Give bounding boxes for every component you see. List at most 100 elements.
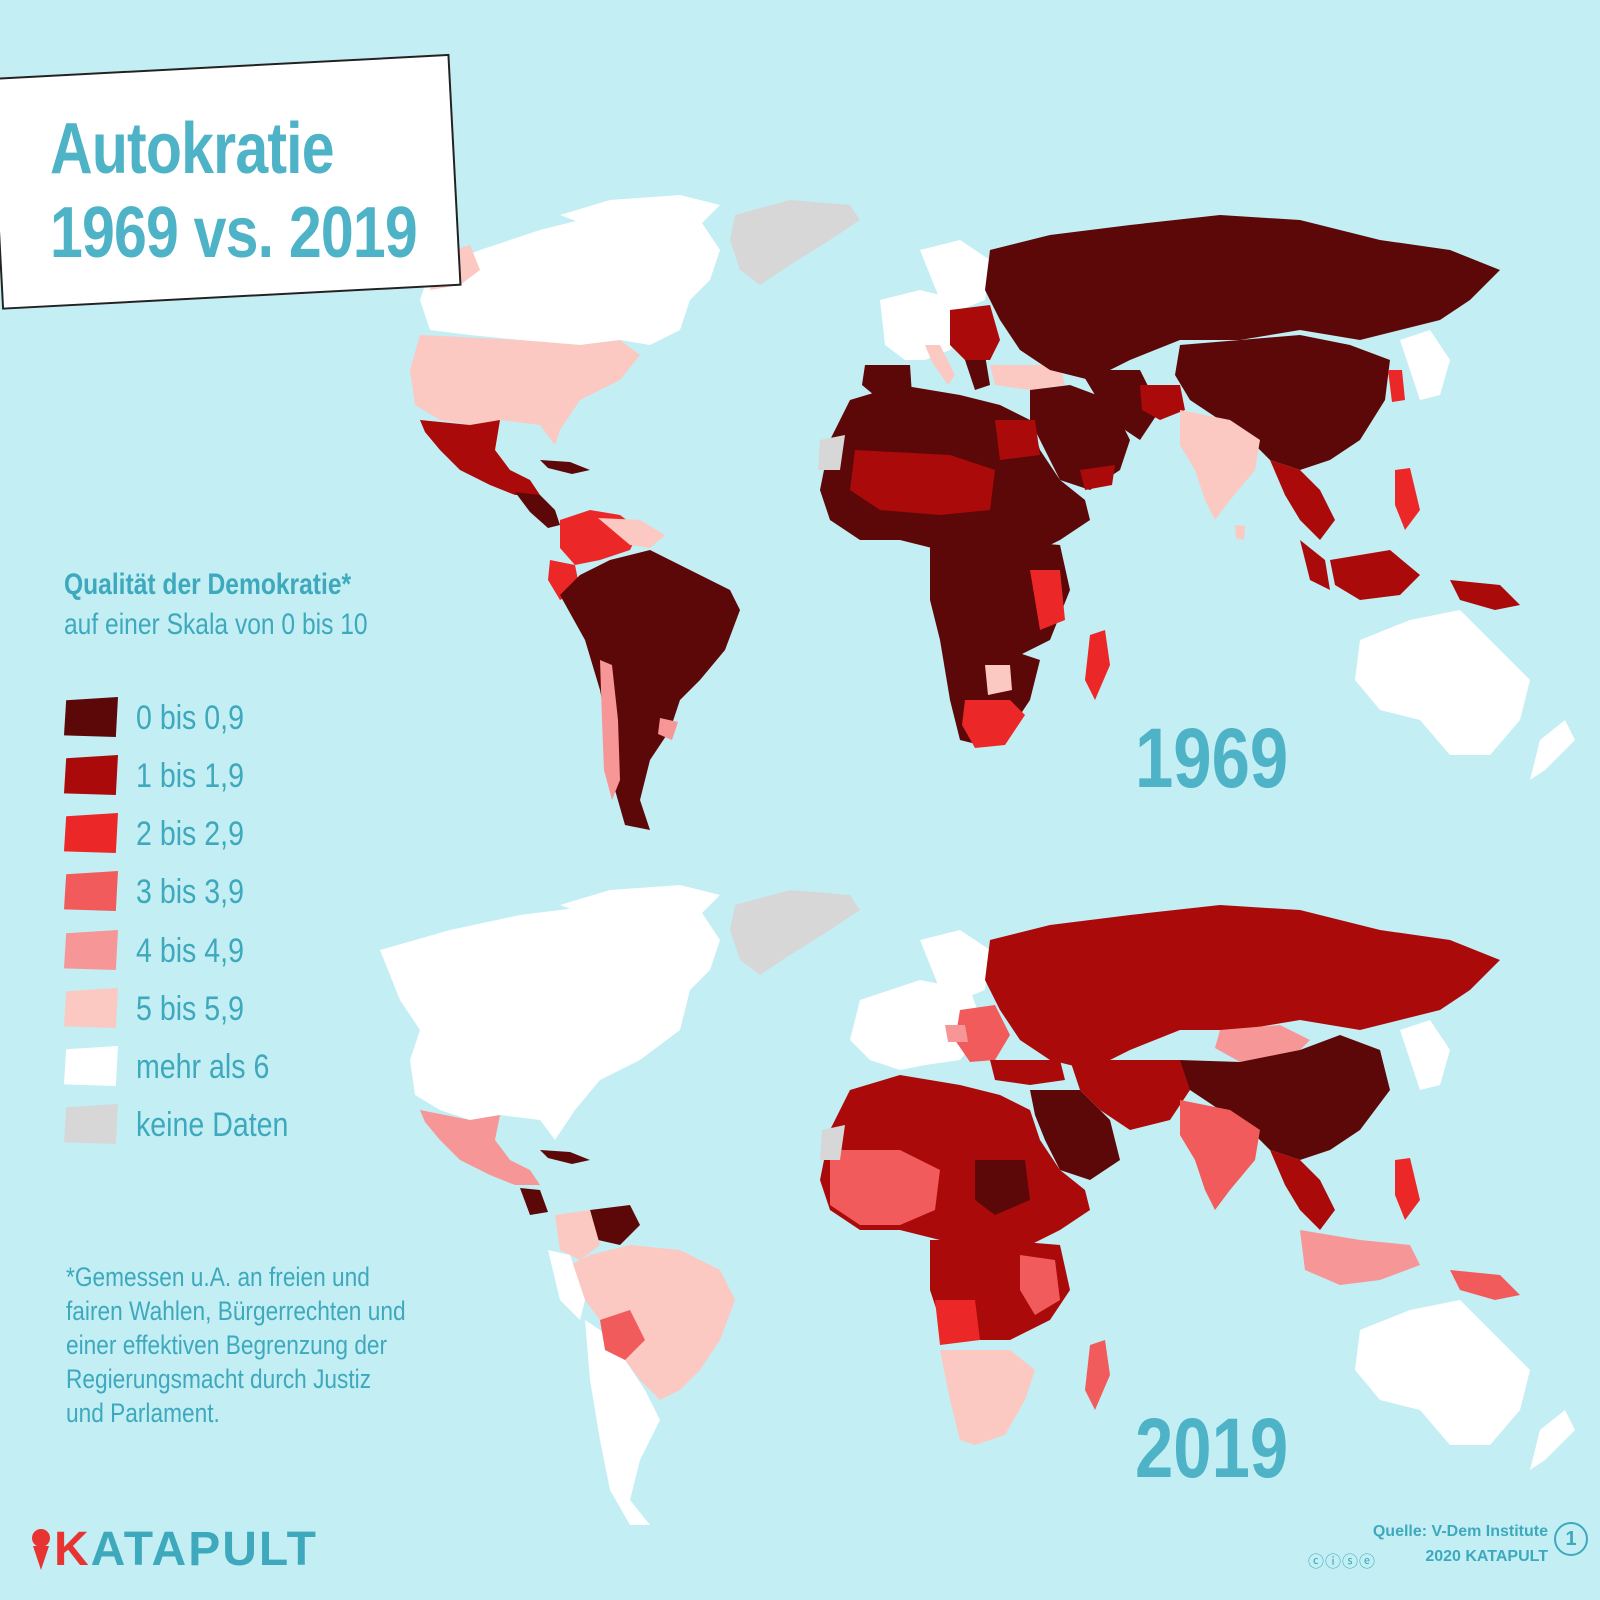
legend-label-3: 3 bis 3,9 [136, 873, 244, 911]
legend-label-2: 2 bis 2,9 [136, 815, 244, 853]
ecuador-peru-2019 [548, 1250, 585, 1320]
arctic-islands-1969 [560, 195, 720, 230]
legend-swatch-2 [64, 813, 118, 853]
copyright-text: 2020 KATAPULT [1425, 1548, 1548, 1565]
east-africa-1969 [1030, 570, 1065, 630]
colombia-2019 [555, 1210, 600, 1260]
footnote: *Gemessen u.A. an freien und fairen Wahl… [66, 1260, 436, 1430]
new-zealand-2019 [1530, 1410, 1575, 1470]
greece-1969 [965, 355, 990, 390]
png-2019 [1450, 1270, 1520, 1300]
legend-item-1: 1 bis 1,9 [64, 755, 364, 803]
usa-1969 [410, 335, 640, 445]
saudi-arabia-2019 [1030, 1090, 1120, 1180]
legend-label-7: keine Daten [136, 1106, 289, 1144]
greenland-2019 [730, 890, 860, 975]
venezuela-2019 [590, 1205, 640, 1245]
east-africa-2019 [1020, 1255, 1060, 1315]
footnote-line-0: *Gemessen u.A. an freien und [66, 1262, 370, 1292]
korea-1969 [1388, 370, 1405, 402]
legend-swatch-4 [64, 930, 118, 970]
ice-cream-icon [32, 1529, 50, 1570]
yemen-1969 [1080, 465, 1115, 490]
legend-swatch-7 [64, 1104, 118, 1144]
map-2019 [380, 885, 1575, 1525]
mexico-1969 [420, 420, 540, 495]
cc-license-icons: ⓒⓘⓢⓔ [1308, 1554, 1377, 1571]
india-2019 [1180, 1100, 1260, 1210]
japan-korea-2019 [1400, 1020, 1450, 1090]
legend-item-5: 5 bis 5,9 [64, 988, 364, 1036]
australia-1969 [1355, 610, 1530, 755]
mexico-2019 [420, 1110, 540, 1185]
legend-swatch-5 [64, 988, 118, 1028]
legend-item-0: 0 bis 0,9 [64, 697, 364, 745]
russia-2019 [985, 905, 1500, 1070]
new-zealand-1969 [1530, 720, 1575, 780]
canada-1969 [420, 210, 720, 345]
legend-swatch-0 [64, 697, 118, 737]
legend-label-5: 5 bis 5,9 [136, 990, 244, 1028]
legend-label-1: 1 bis 1,9 [136, 757, 244, 795]
south-america-2019 [560, 1245, 735, 1400]
korea-japan-1969 [1400, 330, 1450, 400]
west-sahara-1969 [818, 435, 845, 470]
india-1969 [1180, 410, 1260, 520]
legend-swatch-3 [64, 871, 118, 911]
iran-central-asia-2019 [1070, 1060, 1190, 1130]
main-title: Autokratie [50, 109, 335, 189]
west-africa-2019 [830, 1150, 940, 1225]
chile-1969 [600, 660, 620, 800]
philippines-1969 [1395, 468, 1420, 530]
iran-1969 [1080, 370, 1160, 440]
china-1969 [1175, 335, 1390, 470]
madagascar-2019 [1085, 1340, 1110, 1410]
subtitle: 1969 vs. 2019 [50, 193, 418, 273]
scandinavia-2019 [920, 930, 990, 1000]
ussr-1969 [985, 215, 1500, 380]
legend-item-2: 2 bis 2,9 [64, 813, 364, 861]
legend-item-3: 3 bis 3,9 [64, 871, 364, 919]
brand-name: KATAPULT [54, 1522, 318, 1577]
brand-k: K [54, 1523, 91, 1576]
western-europe-1969 [880, 290, 965, 360]
legend-swatch-1 [64, 755, 118, 795]
year-label-1969: 1969 [1135, 711, 1289, 805]
nicaragua-2019 [520, 1188, 548, 1215]
angola-2019 [935, 1300, 980, 1345]
southeast-asia-2019 [1270, 1150, 1335, 1230]
southeast-asia-1969 [1270, 460, 1335, 540]
footnote-line-1: fairen Wahlen, Bürgerrechten und [66, 1296, 406, 1326]
legend-label-6: mehr als 6 [136, 1048, 270, 1086]
malaysia-1969 [1300, 540, 1330, 590]
footnote-line-4: und Parlament. [66, 1398, 220, 1428]
legend-item-6: mehr als 6 [64, 1046, 364, 1094]
egypt-1969 [995, 420, 1040, 460]
west-sahara-2019 [820, 1125, 845, 1160]
sri-lanka-1969 [1235, 525, 1245, 540]
hungary-2019 [945, 1025, 968, 1042]
png-1969 [1450, 580, 1520, 610]
legend-label-4: 4 bis 4,9 [136, 932, 244, 970]
madagascar-1969 [1085, 630, 1110, 700]
botswana-1969 [985, 665, 1012, 695]
eastern-europe-1969 [950, 305, 1000, 360]
australia-2019 [1355, 1300, 1530, 1445]
sahel-1969 [850, 450, 995, 515]
cuba-1969 [540, 460, 590, 474]
europe-2019 [850, 980, 985, 1070]
north-america-2019 [380, 900, 720, 1140]
legend-subtitle: auf einer Skala von 0 bis 10 [64, 608, 368, 641]
legend-swatch-6 [64, 1046, 118, 1086]
greenland-1969 [730, 200, 860, 285]
philippines-2019 [1395, 1158, 1420, 1220]
italy-1969 [925, 345, 955, 385]
legend-label-0: 0 bis 0,9 [136, 699, 244, 737]
legend-title: Qualität der Demokratie* [64, 568, 352, 601]
year-label-2019: 2019 [1135, 1401, 1289, 1495]
arctic-islands-2019 [560, 885, 720, 920]
guianas-1969 [598, 518, 665, 548]
south-america-1969 [560, 550, 740, 830]
legend-item-7: keine Daten [64, 1104, 364, 1152]
